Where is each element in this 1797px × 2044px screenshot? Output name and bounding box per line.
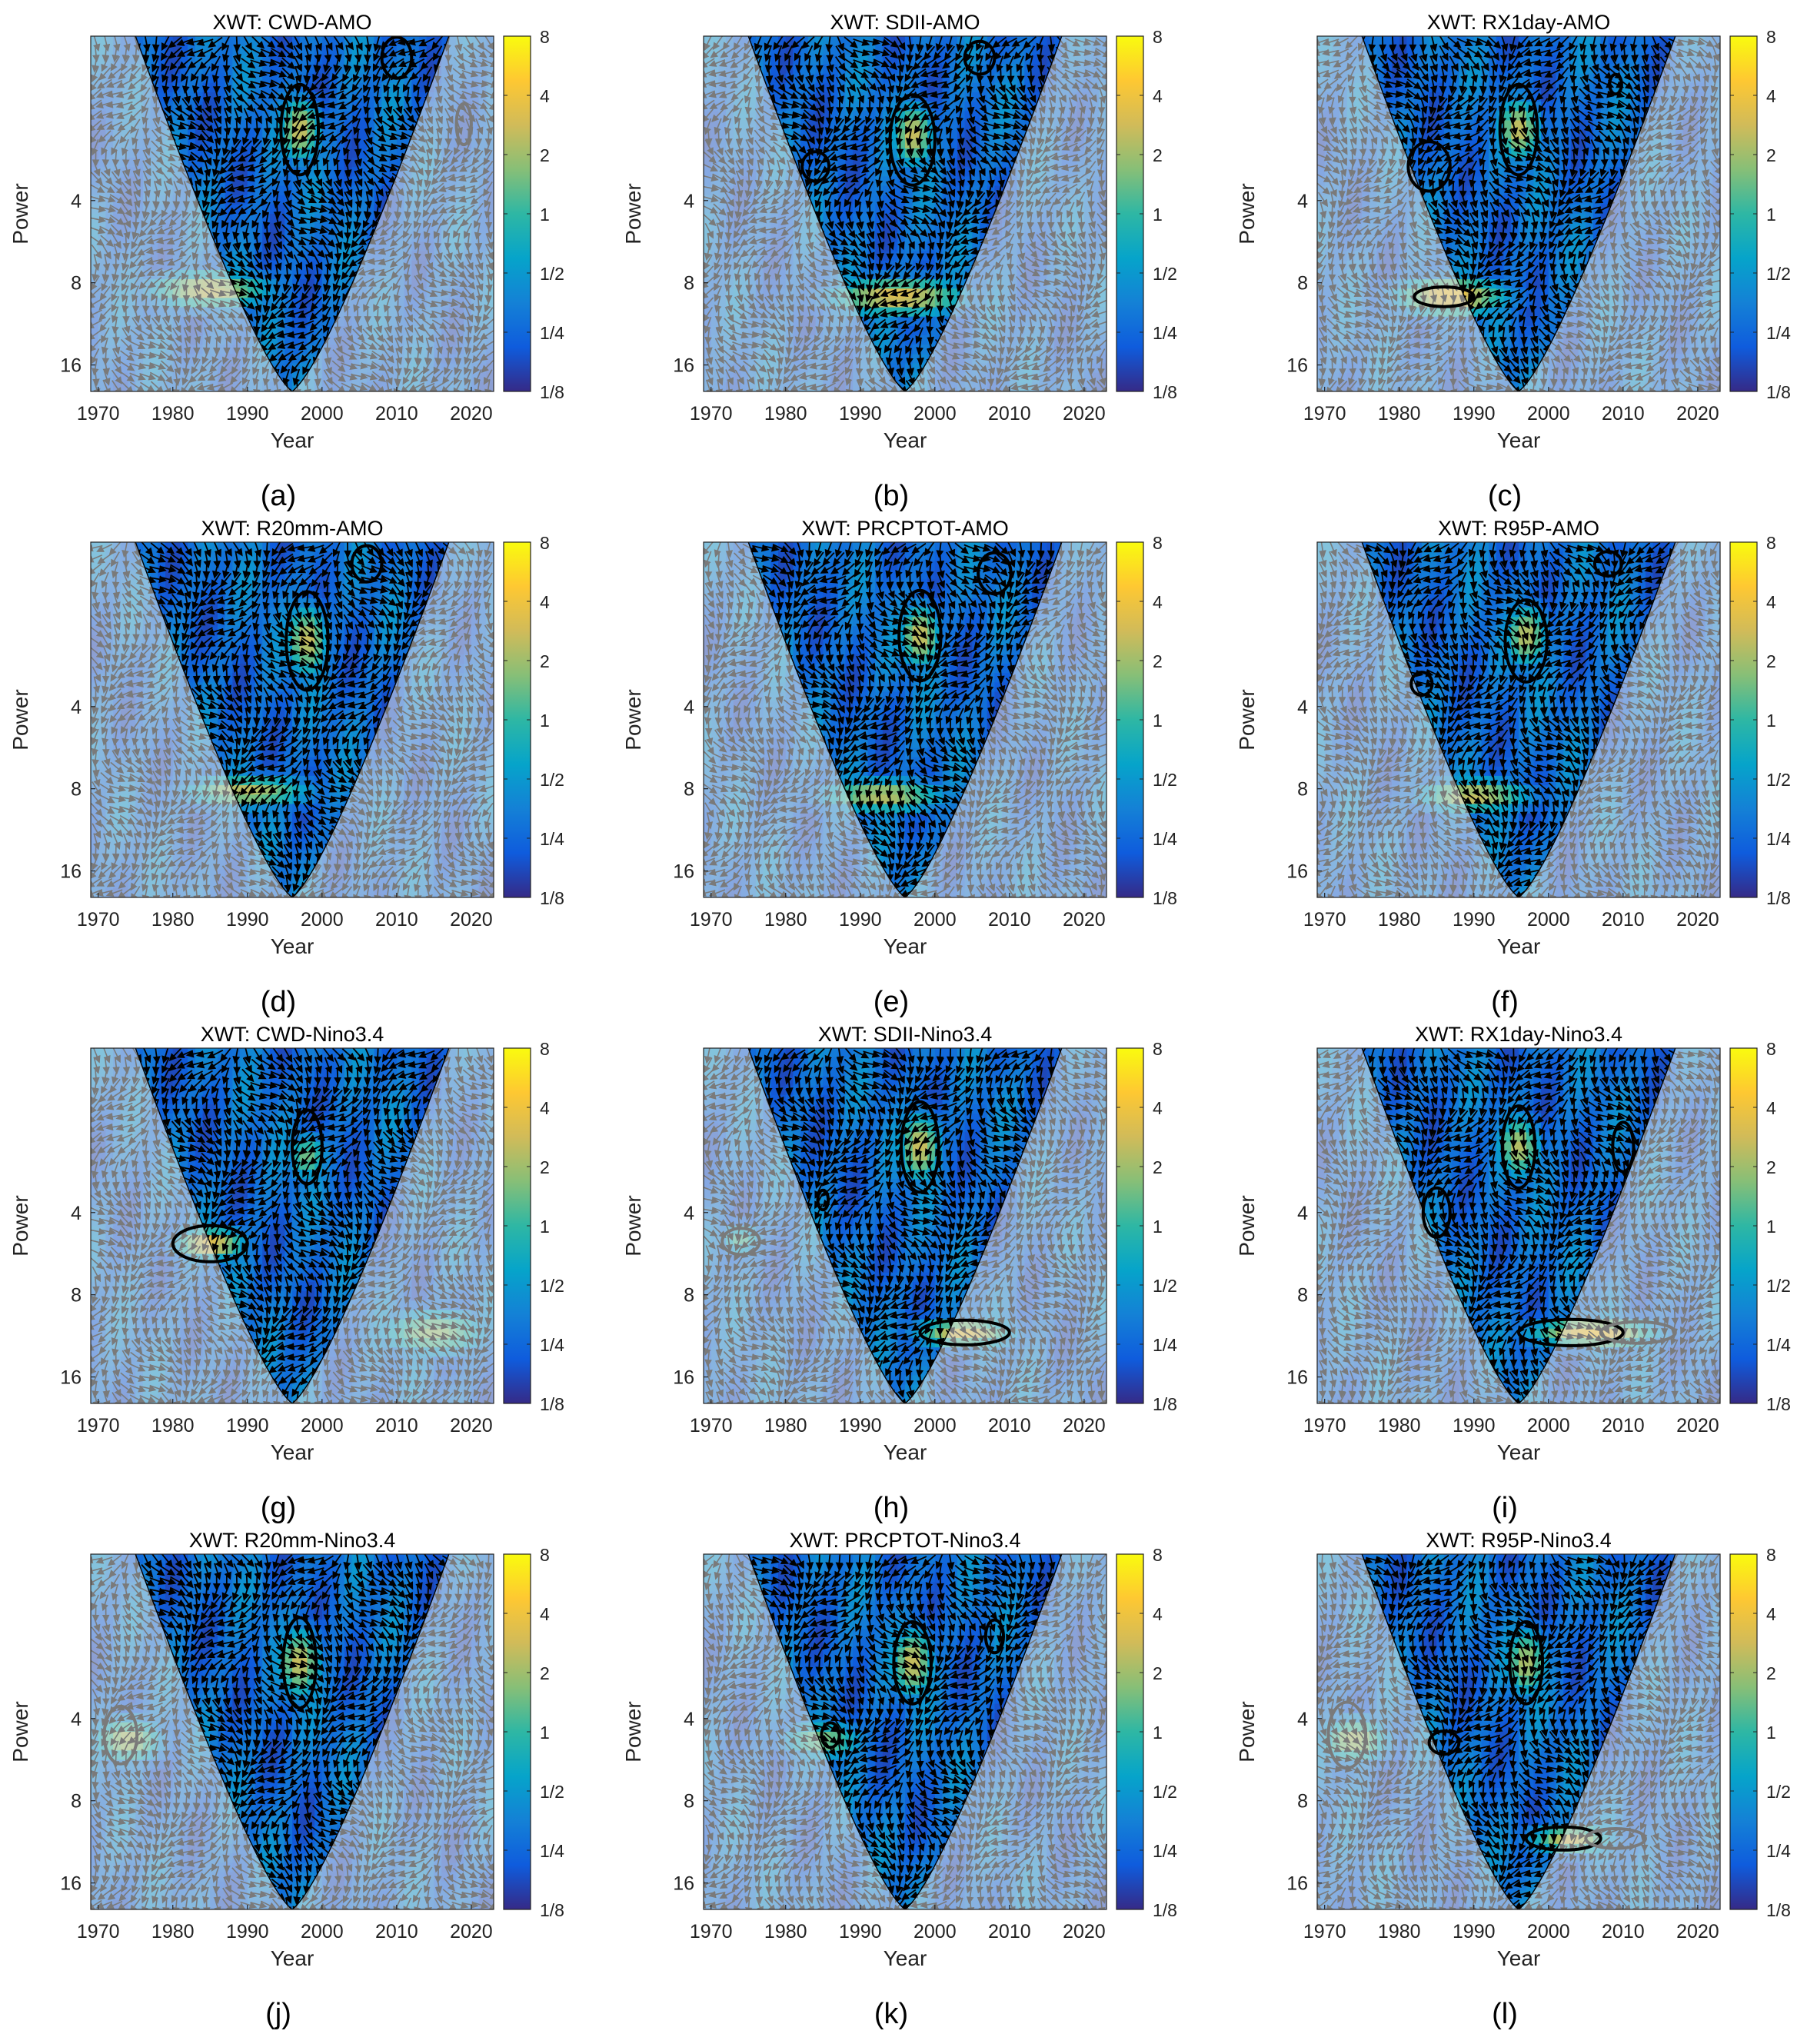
phase-arrow-head [475,390,481,395]
phase-arrow-head [491,82,498,88]
phase-arrow-head [295,390,300,395]
phase-arrow-head [285,390,291,395]
phase-arrow-head [485,390,491,395]
phase-arrow-head [465,389,471,395]
phase-arrow-head [254,390,259,395]
power-cell [278,186,285,196]
phase-arrow-head [305,390,311,395]
phase-arrow-head [174,390,179,395]
phase-arrow-head [386,389,391,395]
phase-arrow-head [316,389,321,395]
phase-arrow-head [95,389,100,395]
plot-area [88,35,498,395]
phase-arrow-head [265,390,270,395]
phase-arrow-head [491,72,498,77]
power-cell [218,74,225,84]
phase-arrow-head [275,390,281,395]
